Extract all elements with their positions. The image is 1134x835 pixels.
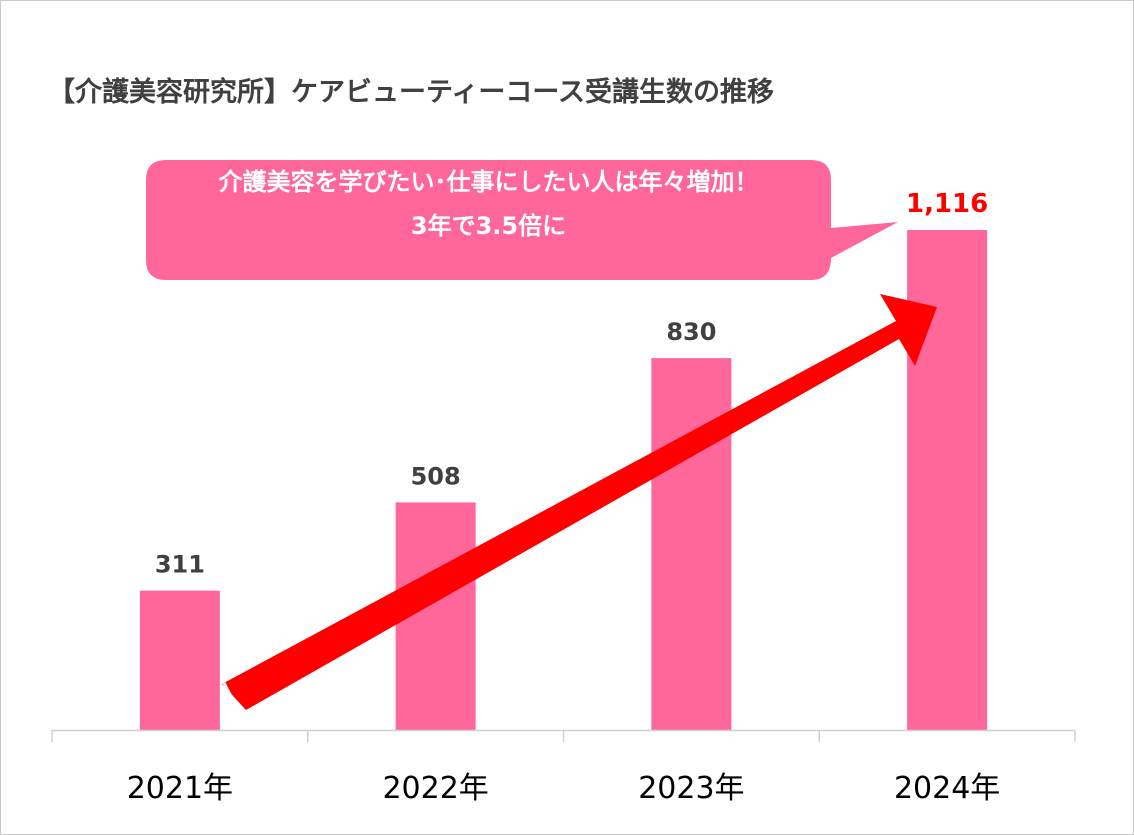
callout-bubble: [146, 160, 898, 280]
callout-line-2: 3年で3.5倍に: [410, 212, 567, 240]
value-label-2021年: 311: [155, 551, 205, 579]
bar-2021年: [139, 590, 220, 730]
x-tick-label-2024年: 2024年: [894, 771, 1000, 806]
callout-text: 介護美容を学びたい･仕事にしたい人は年々増加！ 3年で3.5倍に: [146, 160, 831, 248]
value-label-2022年: 508: [411, 462, 461, 490]
x-tick-label-2023年: 2023年: [638, 771, 744, 806]
chart-title: 【介護美容研究所】ケアビューティーコース受講生数の推移: [48, 77, 775, 108]
x-tick-label-2021年: 2021年: [127, 771, 233, 806]
value-label-2024年: 1,116: [906, 189, 988, 219]
value-label-2023年: 830: [666, 318, 716, 346]
x-tick-label-2022年: 2022年: [382, 771, 488, 806]
bar-2023年: [651, 358, 732, 730]
callout-line-1: 介護美容を学びたい･仕事にしたい人は年々増加！: [218, 168, 759, 196]
growth-arrow: [222, 294, 937, 710]
